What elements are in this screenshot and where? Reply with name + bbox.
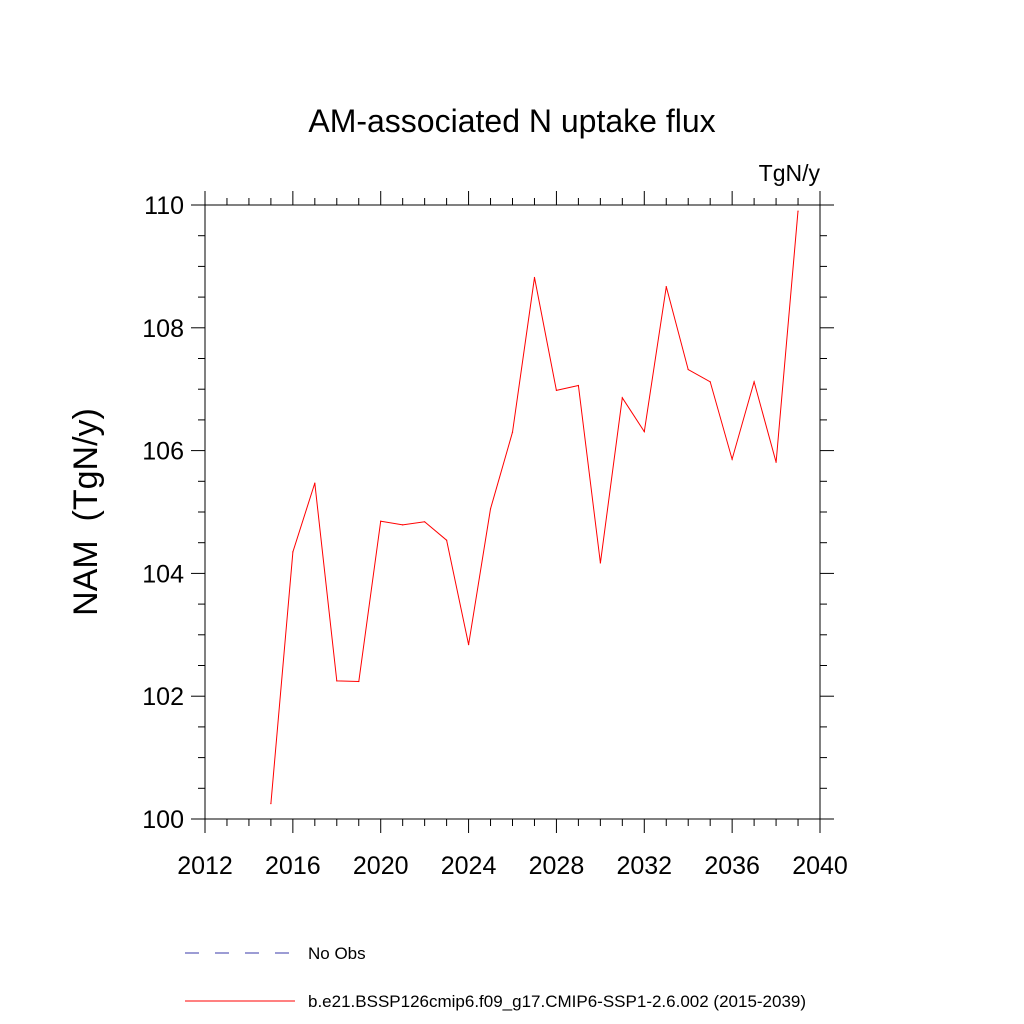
data-point: [446, 539, 448, 541]
x-tick-label: 2016: [265, 852, 321, 880]
x-tick-label: 2028: [529, 852, 585, 880]
data-point: [687, 368, 689, 371]
legend-label-no-obs: No Obs: [308, 944, 366, 963]
data-point: [467, 644, 470, 646]
data-point: [424, 521, 426, 523]
data-point: [314, 482, 316, 484]
units-label: TgN/y: [759, 160, 821, 186]
y-tick-label: 102: [142, 683, 184, 711]
data-point: [292, 551, 294, 553]
series-group: [270, 210, 799, 805]
y-tick-label: 104: [142, 560, 184, 588]
data-point: [402, 524, 404, 526]
x-tick-label: 2012: [177, 852, 233, 880]
data-point: [533, 276, 536, 279]
data-point: [665, 286, 667, 288]
data-point: [336, 680, 338, 682]
x-tick-label: 2020: [353, 852, 409, 880]
x-tick-label: 2036: [704, 852, 760, 880]
data-point: [775, 461, 777, 463]
x-tick-label: 2024: [441, 852, 497, 880]
data-point: [270, 803, 272, 805]
chart-title: AM-associated N uptake flux: [308, 103, 715, 139]
data-point: [511, 431, 514, 433]
data-point: [797, 210, 799, 212]
x-tick-label: 2032: [616, 852, 672, 880]
series-line: [270, 211, 799, 804]
y-tick-label: 108: [142, 315, 184, 343]
data-point: [731, 458, 733, 460]
legend: No Obs b.e21.BSSP126cmip6.f09_g17.CMIP6-…: [185, 944, 806, 1011]
data-point: [621, 397, 623, 399]
y-tick-label: 106: [142, 438, 184, 466]
data-point: [599, 562, 601, 564]
data-point: [358, 680, 360, 683]
y-tick-label: 110: [144, 192, 184, 220]
data-point: [380, 520, 382, 522]
data-point: [709, 381, 711, 383]
data-point: [643, 430, 645, 433]
y-tick-labels: 100 102 104 106 108 110: [142, 192, 184, 834]
plot-frame: [204, 204, 821, 820]
data-point: [753, 381, 755, 383]
axis-ticks: [191, 191, 834, 833]
y-tick-label: 100: [142, 806, 184, 834]
x-tick-label: 2040: [792, 852, 848, 880]
data-point: [489, 508, 492, 510]
data-point: [555, 389, 558, 392]
y-axis-label: NAM (TgN/y): [67, 408, 105, 616]
legend-label-model: b.e21.BSSP126cmip6.f09_g17.CMIP6-SSP1-2.…: [308, 992, 806, 1011]
x-tick-labels: 2012 2016 2020 2024 2028 2032 2036 2040: [177, 852, 848, 880]
data-point: [577, 384, 579, 387]
